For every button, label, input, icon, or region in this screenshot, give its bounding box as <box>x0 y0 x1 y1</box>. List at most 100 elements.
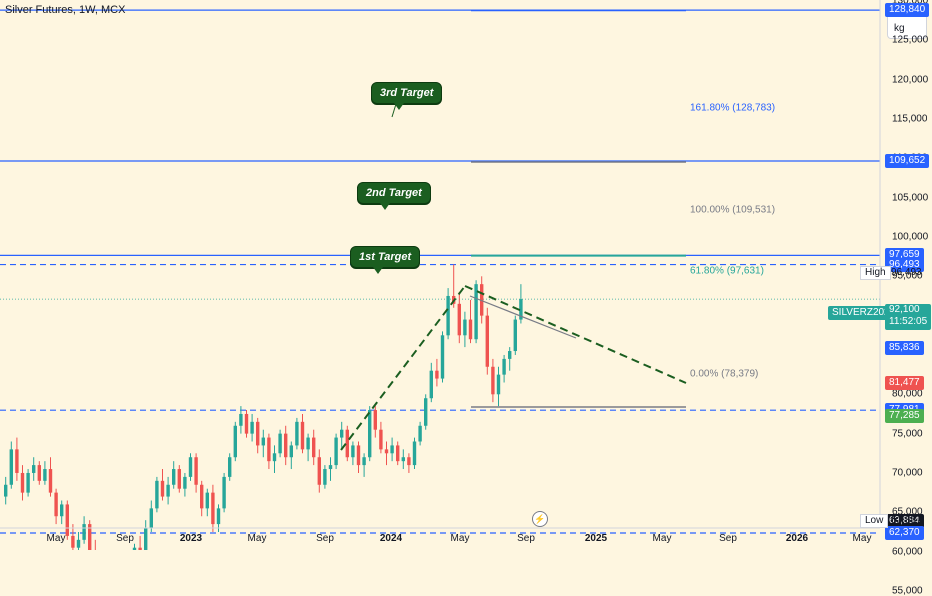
candle-body <box>429 370 433 399</box>
low-label: Low <box>865 515 884 526</box>
candle-body <box>71 535 75 548</box>
candle-body <box>508 351 512 359</box>
price-badge: 109,652 <box>885 154 930 169</box>
last-price: 92,100 <box>889 304 920 315</box>
candle-body <box>239 413 243 426</box>
candle-body <box>485 315 489 367</box>
callout-2nd-target[interactable]: 2nd Target <box>357 182 431 210</box>
x-tick-label: May <box>46 533 66 544</box>
candle-body <box>205 492 209 509</box>
y-tick-label: 80,000 <box>892 388 923 400</box>
x-tick-label: Sep <box>517 533 535 544</box>
candle-body <box>222 476 226 509</box>
candle-body <box>155 480 159 509</box>
candle-body <box>26 472 30 493</box>
price-badge: 77,285 <box>885 408 924 423</box>
candle-body <box>317 457 321 485</box>
x-tick-label: 2026 <box>785 533 809 544</box>
candle-body <box>345 429 349 458</box>
candle-body <box>300 421 305 450</box>
candle-body <box>401 457 405 462</box>
candle-body <box>312 437 316 458</box>
last-price-badge: 92,100 11:52:05 <box>885 304 931 330</box>
candle-body <box>76 539 81 548</box>
candle-body <box>351 445 355 458</box>
bar-countdown: 11:52:05 <box>889 316 928 327</box>
candle-series <box>4 264 523 550</box>
candle-body <box>82 524 86 540</box>
candle-body <box>373 410 377 430</box>
low-value: 51,857 <box>891 515 922 526</box>
candle-body <box>272 453 277 462</box>
candle-body <box>328 465 333 470</box>
candle-body <box>177 469 181 489</box>
candle-body <box>216 508 221 525</box>
candle-body <box>368 410 372 458</box>
candle-body <box>48 469 53 493</box>
candle-body <box>306 437 310 450</box>
candle-body <box>228 457 232 477</box>
candle-body <box>60 504 64 517</box>
candle-body <box>513 319 517 352</box>
trendline-fall <box>464 285 687 384</box>
candle-body <box>233 425 237 458</box>
lightning-icon[interactable]: ⚡ <box>532 511 548 527</box>
candle-body <box>166 484 170 497</box>
x-tick-label: Sep <box>116 533 134 544</box>
y-tick-label: 55,000 <box>892 585 923 596</box>
candle-body <box>295 421 299 446</box>
candle-body <box>200 484 204 509</box>
price-badge: 63,884 <box>885 514 924 529</box>
candle-body <box>188 457 193 477</box>
candle-body <box>20 472 25 493</box>
horizontal-levels <box>0 9 880 534</box>
candle-body <box>435 370 439 379</box>
candle-body <box>144 528 148 550</box>
fib-label-161: 161.80% (128,783) <box>690 102 776 114</box>
candle-body <box>356 445 361 466</box>
price-badge: 85,836 <box>885 341 924 356</box>
x-tick-label: May <box>652 533 672 544</box>
y-tick-label: 115,000 <box>892 113 928 125</box>
candle-body <box>54 492 58 517</box>
x-tick-label: May <box>247 533 267 544</box>
x-tick-label: 2024 <box>379 533 403 544</box>
x-tick-label: 2023 <box>179 533 203 544</box>
candle-body <box>9 449 13 485</box>
candle-body <box>496 374 501 395</box>
candle-body <box>88 524 92 550</box>
callout-3rd-target[interactable]: 3rd Target <box>371 82 443 110</box>
candle-body <box>480 284 484 316</box>
candle-body <box>446 295 450 336</box>
candle-body <box>491 366 495 395</box>
candle-body <box>261 437 265 446</box>
unit-quantity: kg <box>894 23 905 34</box>
candle-body <box>323 469 327 485</box>
candle-body <box>424 398 428 426</box>
price-chart[interactable] <box>0 0 932 550</box>
candle-body <box>149 508 153 529</box>
callout-1st-target[interactable]: 1st Target <box>350 246 421 274</box>
candle-body <box>474 284 478 340</box>
y-tick-label: 60,000 <box>892 546 923 558</box>
candle-body <box>502 358 506 375</box>
candle-body <box>396 445 400 462</box>
candle-body <box>440 335 445 379</box>
high-value: 96,493 <box>891 267 922 278</box>
y-tick-label: 95,000 <box>892 270 923 282</box>
trendline-channel <box>469 295 577 339</box>
high-label: High <box>865 267 886 278</box>
candle-body <box>379 429 383 450</box>
candle-body <box>250 421 254 434</box>
candle-body <box>32 465 36 473</box>
candle-body <box>4 484 8 497</box>
x-tick-label: 2025 <box>584 533 608 544</box>
candle-body <box>384 449 389 454</box>
low-marker: Low <box>860 514 889 528</box>
fib-label-0: 0.00% (78,379) <box>690 368 759 380</box>
y-tick-label: 70,000 <box>892 467 923 479</box>
price-badge: 81,477 <box>885 375 924 390</box>
candle-body <box>340 429 344 438</box>
candle-body <box>334 437 338 466</box>
candle-body <box>457 303 461 336</box>
